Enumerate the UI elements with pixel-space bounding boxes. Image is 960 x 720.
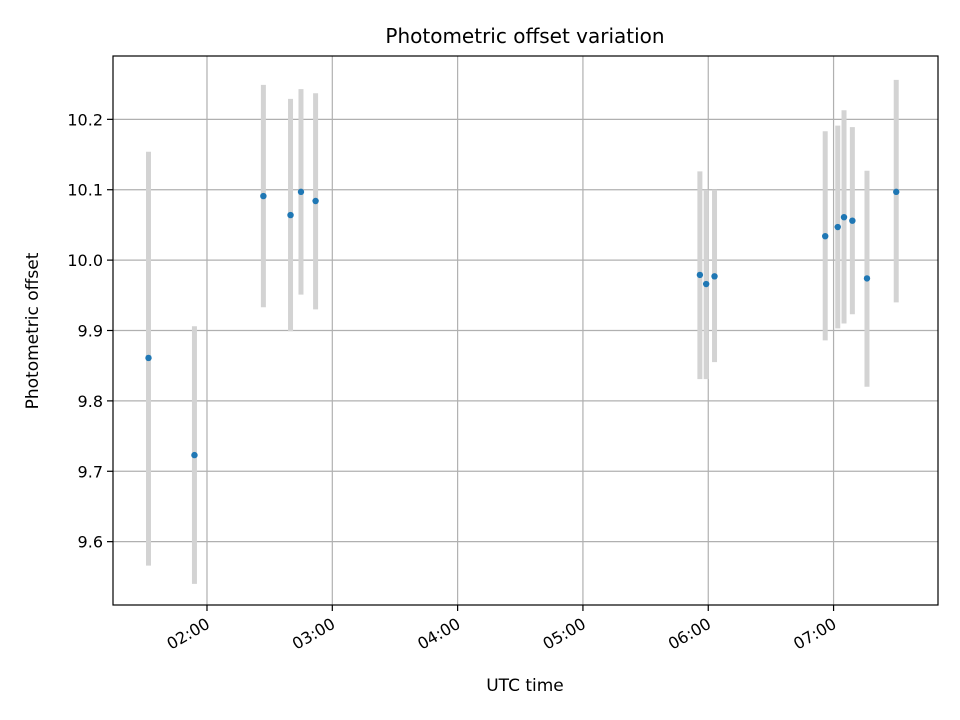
data-point xyxy=(312,197,319,205)
data-point xyxy=(696,271,704,279)
y-tick-label: 10.0 xyxy=(67,251,103,270)
data-point xyxy=(822,232,829,240)
y-tick-label: 9.8 xyxy=(78,392,103,411)
y-axis: 9.6 9.7 9.8 9.9 10.0 10.1 10.2 xyxy=(67,110,113,552)
data-points xyxy=(145,188,900,459)
y-tick-label: 9.9 xyxy=(78,322,103,341)
y-tick-label: 9.6 xyxy=(78,533,103,552)
data-point xyxy=(297,188,305,196)
data-point xyxy=(893,188,900,196)
y-tick-label: 10.1 xyxy=(67,181,103,200)
y-tick-label: 10.2 xyxy=(67,110,103,129)
data-point xyxy=(702,280,710,288)
y-axis-title: Photometric offset xyxy=(23,252,43,409)
data-point xyxy=(849,217,856,224)
chart-title: Photometric offset variation xyxy=(385,24,664,48)
data-point xyxy=(711,273,718,280)
data-point xyxy=(840,213,848,221)
data-point xyxy=(191,451,198,459)
data-point xyxy=(834,223,841,231)
data-point xyxy=(287,211,294,219)
data-point xyxy=(145,354,152,362)
y-tick-label: 9.7 xyxy=(78,462,103,481)
data-point xyxy=(863,275,871,282)
data-point xyxy=(260,192,267,200)
x-axis-title: UTC time xyxy=(486,676,564,696)
